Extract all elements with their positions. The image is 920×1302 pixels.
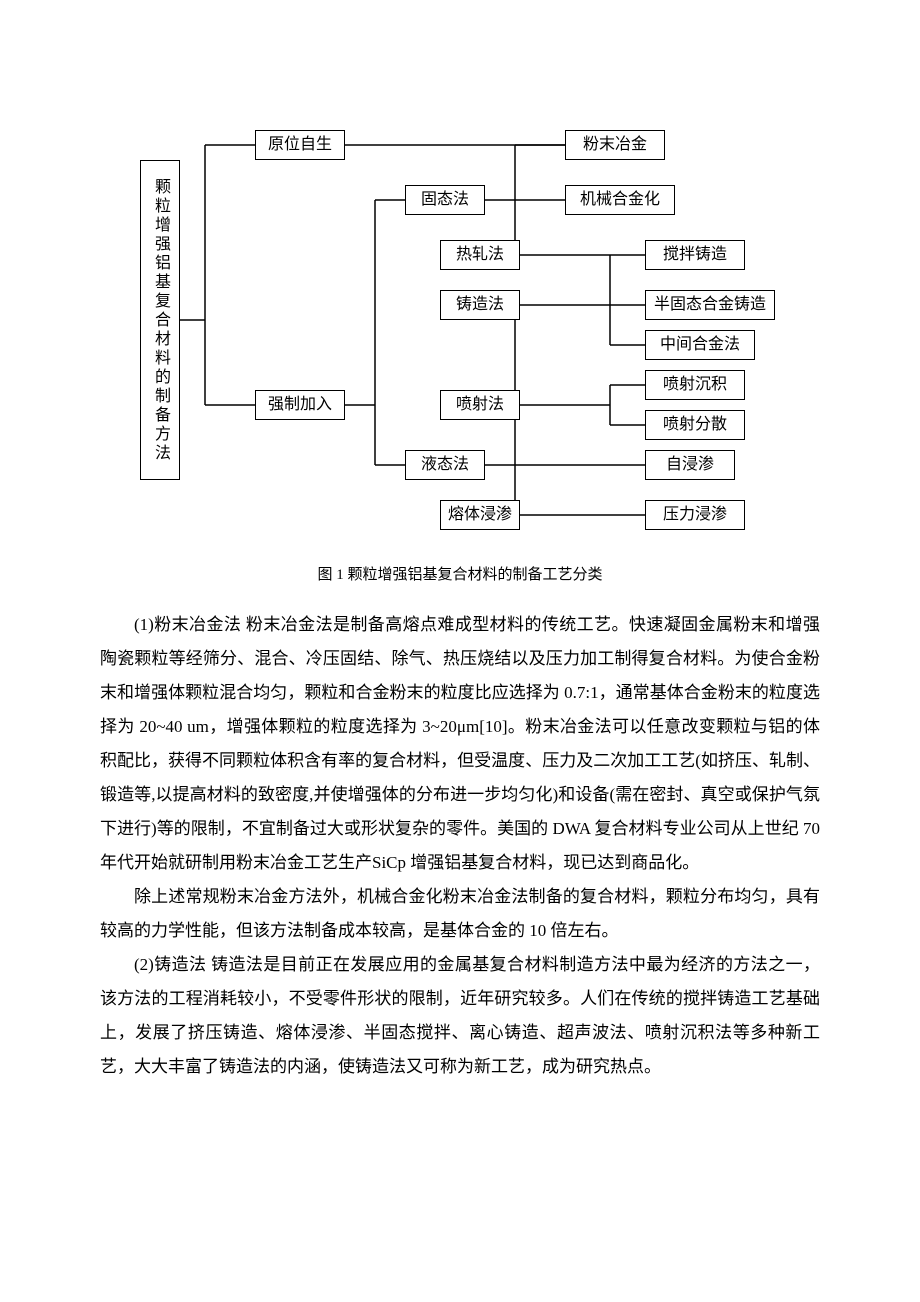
node-stircast: 搅拌铸造 [645,240,745,270]
paragraph-3: (2)铸造法 铸造法是目前正在发展应用的金属基复合材料制造方法中最为经济的方法之… [100,948,820,1084]
process-diagram: 颗粒增强铝基复合材料的制备方法 原位自生 强制加入 固态法 液态法 热轧法 铸造… [140,120,780,540]
node-spray: 喷射法 [440,390,520,420]
node-meltinf: 熔体浸渗 [440,500,520,530]
node-spraydisp: 喷射分散 [645,410,745,440]
node-mechalloy: 机械合金化 [565,185,675,215]
node-powder: 粉末冶金 [565,130,665,160]
node-root: 颗粒增强铝基复合材料的制备方法 [140,160,180,480]
node-hotroll: 热轧法 [440,240,520,270]
node-interalloy: 中间合金法 [645,330,755,360]
paragraph-1: (1)粉末冶金法 粉末冶金法是制备高熔点难成型材料的传统工艺。快速凝固金属粉末和… [100,608,820,880]
node-forced: 强制加入 [255,390,345,420]
node-liquid: 液态法 [405,450,485,480]
node-solid: 固态法 [405,185,485,215]
node-semisolid: 半固态合金铸造 [645,290,775,320]
node-selfinf: 自浸渗 [645,450,735,480]
node-insitu: 原位自生 [255,130,345,160]
node-pressinf: 压力浸渗 [645,500,745,530]
node-spraydep: 喷射沉积 [645,370,745,400]
paragraph-2: 除上述常规粉末冶金方法外，机械合金化粉末冶金法制备的复合材料，颗粒分布均匀，具有… [100,880,820,948]
node-casting: 铸造法 [440,290,520,320]
figure-caption: 图 1 颗粒增强铝基复合材料的制备工艺分类 [100,560,820,590]
